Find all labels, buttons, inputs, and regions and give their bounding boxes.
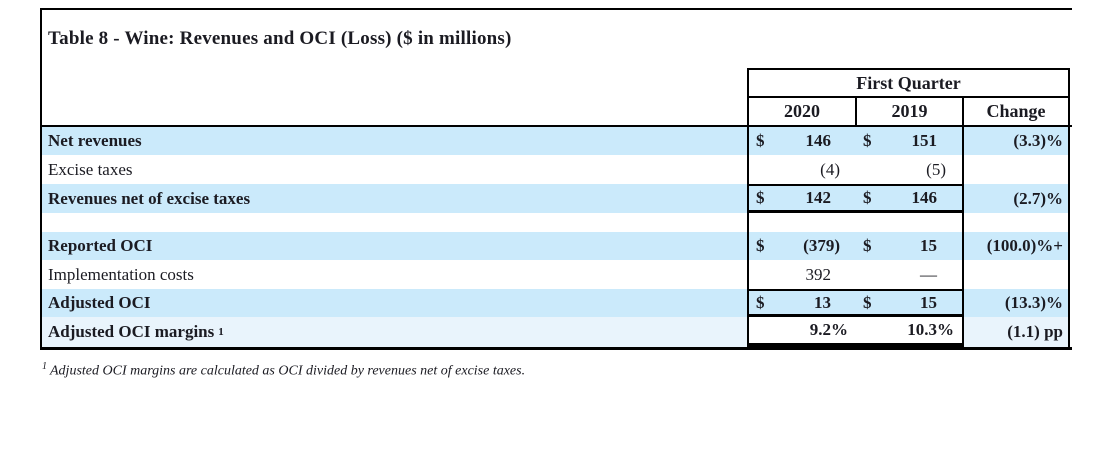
change-cell: (1.1) pp xyxy=(962,317,1070,347)
value-2019: 10.3% xyxy=(907,320,954,339)
change-cell: (3.3)% xyxy=(962,127,1070,155)
value-2019-cell: (5) xyxy=(856,155,962,184)
row-label: Excise taxes xyxy=(48,159,133,179)
dollar-sign: $ xyxy=(863,131,872,150)
dollar-sign: $ xyxy=(756,131,765,150)
value-2020: 392 xyxy=(805,264,832,284)
footnote-marker: 1 xyxy=(42,361,47,372)
numeric-cells: $ 142 $ 146 xyxy=(747,184,962,213)
dollar-sign: $ xyxy=(863,292,872,312)
value-2020-cell: (4) xyxy=(749,155,856,184)
numeric-cells: $ 146 $ 151 xyxy=(747,127,962,155)
wine-revenues-oci-table: Table 8 - Wine: Revenues and OCI (Loss) … xyxy=(40,8,1072,350)
row-label: Implementation costs xyxy=(48,264,194,284)
dollar-sign: $ xyxy=(756,188,765,207)
table-row: Adjusted OCI margins 1 9.2% 10.3% (1.1) p… xyxy=(42,317,1072,347)
value-2020-cell: 392 xyxy=(749,260,856,289)
table-footnote: 1 Adjusted OCI margins are calculated as … xyxy=(42,361,525,380)
table-row: Net revenues $ 146 $ 151 (3.3)% xyxy=(42,127,1072,155)
change-cell xyxy=(962,260,1070,289)
column-group-header: First Quarter xyxy=(747,68,1070,98)
value-2019-cell: $ 15 xyxy=(856,232,962,260)
table-row: Reported OCI $ (379) $ 15 (100.0)%+ xyxy=(42,232,1072,260)
value-2019-cell: $ 146 xyxy=(856,186,962,210)
label-column-spacer xyxy=(42,68,747,98)
value-2020-cell: 9.2% xyxy=(749,317,856,343)
value-2019: 146 xyxy=(911,188,938,207)
table-row: Implementation costs 392 — xyxy=(42,260,1072,289)
value-2020-cell: $ 142 xyxy=(749,186,856,210)
value-2019: 15 xyxy=(920,292,937,312)
row-label-text: Adjusted OCI margins xyxy=(48,322,215,341)
row-label xyxy=(42,213,747,232)
dollar-sign: $ xyxy=(756,236,765,255)
value-2019-cell: $ 15 xyxy=(856,291,962,314)
change-cell xyxy=(962,155,1070,184)
dollar-sign: $ xyxy=(863,188,872,207)
column-header-2019: 2019 xyxy=(855,98,962,125)
numeric-cells: 9.2% 10.3% xyxy=(747,317,962,347)
table-title-row: Table 8 - Wine: Revenues and OCI (Loss) … xyxy=(42,10,1072,68)
row-label: Revenues net of excise taxes xyxy=(42,184,747,213)
value-2019-cell: 10.3% xyxy=(856,317,962,343)
year-header-row: 2020 2019 Change xyxy=(42,98,1072,127)
value-2020: 9.2% xyxy=(809,320,848,339)
value-2020-cell: $ (379) xyxy=(749,232,856,260)
value-2020: 146 xyxy=(805,131,832,150)
value-2019: 151 xyxy=(911,131,938,150)
dollar-sign: $ xyxy=(756,292,765,312)
value-2019: 15 xyxy=(920,236,937,255)
column-header-change: Change xyxy=(962,98,1070,125)
change-cell: (100.0)%+ xyxy=(962,232,1070,260)
row-label: Net revenues xyxy=(42,127,747,155)
numeric-cells: $ 13 $ 15 xyxy=(747,289,962,317)
table-title: Table 8 - Wine: Revenues and OCI (Loss) … xyxy=(48,28,512,49)
table-row: Excise taxes (4) (5) xyxy=(42,155,1072,184)
value-2020: 13 xyxy=(814,292,831,312)
row-label: Reported OCI xyxy=(42,232,747,260)
numeric-cells: (4) (5) xyxy=(747,155,962,184)
value-2020: (379) xyxy=(803,236,840,255)
spacer-row xyxy=(42,213,1072,232)
value-2019: — xyxy=(920,264,937,284)
numeric-cells: $ (379) $ 15 xyxy=(747,232,962,260)
value-2020-cell: $ 13 xyxy=(749,291,856,314)
value-2020: 142 xyxy=(805,188,832,207)
label-column-spacer xyxy=(42,98,747,125)
value-2019-cell: $ 151 xyxy=(856,127,962,155)
change-cell: (13.3)% xyxy=(962,289,1070,317)
change-cell xyxy=(962,213,1070,232)
change-cell: (2.7)% xyxy=(962,184,1070,213)
table-row: Revenues net of excise taxes $ 142 $ 146… xyxy=(42,184,1072,213)
group-header-row: First Quarter xyxy=(42,68,1072,98)
row-label: Adjusted OCI xyxy=(42,289,747,317)
value-2020-cell: $ 146 xyxy=(749,127,856,155)
numeric-cells xyxy=(747,213,962,232)
row-label: Adjusted OCI margins 1 xyxy=(42,317,747,347)
value-2019: (5) xyxy=(926,159,946,179)
footnote-text: Adjusted OCI margins are calculated as O… xyxy=(50,363,526,379)
value-2019-cell: — xyxy=(856,260,962,289)
numeric-cells: 392 — xyxy=(747,260,962,289)
table-row: Adjusted OCI $ 13 $ 15 (13.3)% xyxy=(42,289,1072,317)
dollar-sign: $ xyxy=(863,236,872,255)
column-header-2020: 2020 xyxy=(747,98,855,125)
value-2020: (4) xyxy=(820,159,840,179)
